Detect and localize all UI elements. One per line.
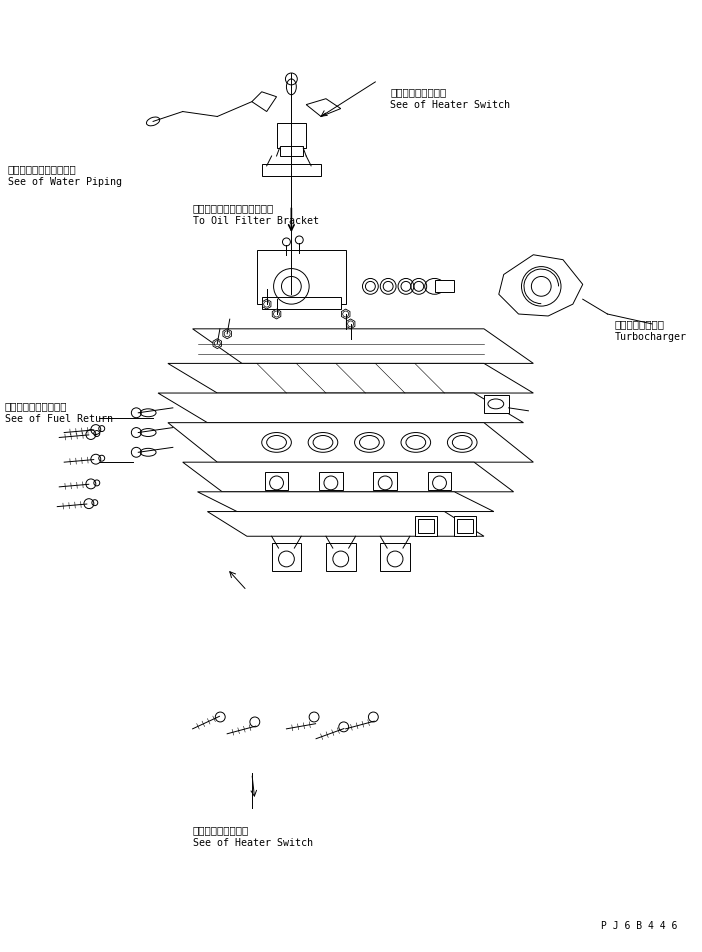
Polygon shape <box>192 329 534 364</box>
Polygon shape <box>213 339 222 349</box>
Bar <box>279 147 303 157</box>
Bar <box>380 544 410 571</box>
Bar <box>265 472 289 490</box>
Bar <box>262 298 340 309</box>
Polygon shape <box>346 320 355 329</box>
Bar <box>272 544 301 571</box>
Bar <box>277 125 306 149</box>
Text: See of Heater Switch: See of Heater Switch <box>390 100 510 109</box>
Polygon shape <box>168 424 534 463</box>
Bar <box>428 472 451 490</box>
Text: ウォータパイピング参照: ウォータパイピング参照 <box>8 164 77 173</box>
Polygon shape <box>168 364 534 393</box>
Polygon shape <box>499 255 583 317</box>
Polygon shape <box>341 309 350 320</box>
Bar <box>326 544 356 571</box>
Bar <box>435 281 454 293</box>
Bar <box>418 520 434 534</box>
Bar <box>457 520 473 534</box>
Text: To Oil Filter Bracket: To Oil Filter Bracket <box>192 216 319 226</box>
Text: ヒータスイッチ参照: ヒータスイッチ参照 <box>192 824 249 835</box>
Text: ヒータスイッチ参照: ヒータスイッチ参照 <box>390 87 446 97</box>
Polygon shape <box>263 300 271 309</box>
Polygon shape <box>272 309 281 320</box>
Bar <box>454 517 476 537</box>
Bar <box>484 396 509 413</box>
Text: Turbocharger: Turbocharger <box>614 331 687 342</box>
Text: オイルフィルタブラケットへ: オイルフィルタブラケットへ <box>192 203 274 213</box>
Bar <box>373 472 397 490</box>
Text: フェエルリターン参照: フェエルリターン参照 <box>5 401 67 410</box>
Text: See of Water Piping: See of Water Piping <box>8 176 122 187</box>
Bar <box>262 165 321 176</box>
Polygon shape <box>223 329 232 339</box>
Bar <box>415 517 437 537</box>
Text: See of Heater Switch: See of Heater Switch <box>192 838 312 847</box>
Polygon shape <box>207 512 484 537</box>
Bar <box>257 250 345 305</box>
Polygon shape <box>197 492 494 512</box>
Polygon shape <box>158 393 524 424</box>
Text: P J 6 B 4 4 6: P J 6 B 4 4 6 <box>600 921 677 930</box>
Text: ターボチャージャ: ターボチャージャ <box>614 319 664 328</box>
Bar <box>319 472 343 490</box>
Text: See of Fuel Return: See of Fuel Return <box>5 413 113 424</box>
Polygon shape <box>183 463 514 492</box>
